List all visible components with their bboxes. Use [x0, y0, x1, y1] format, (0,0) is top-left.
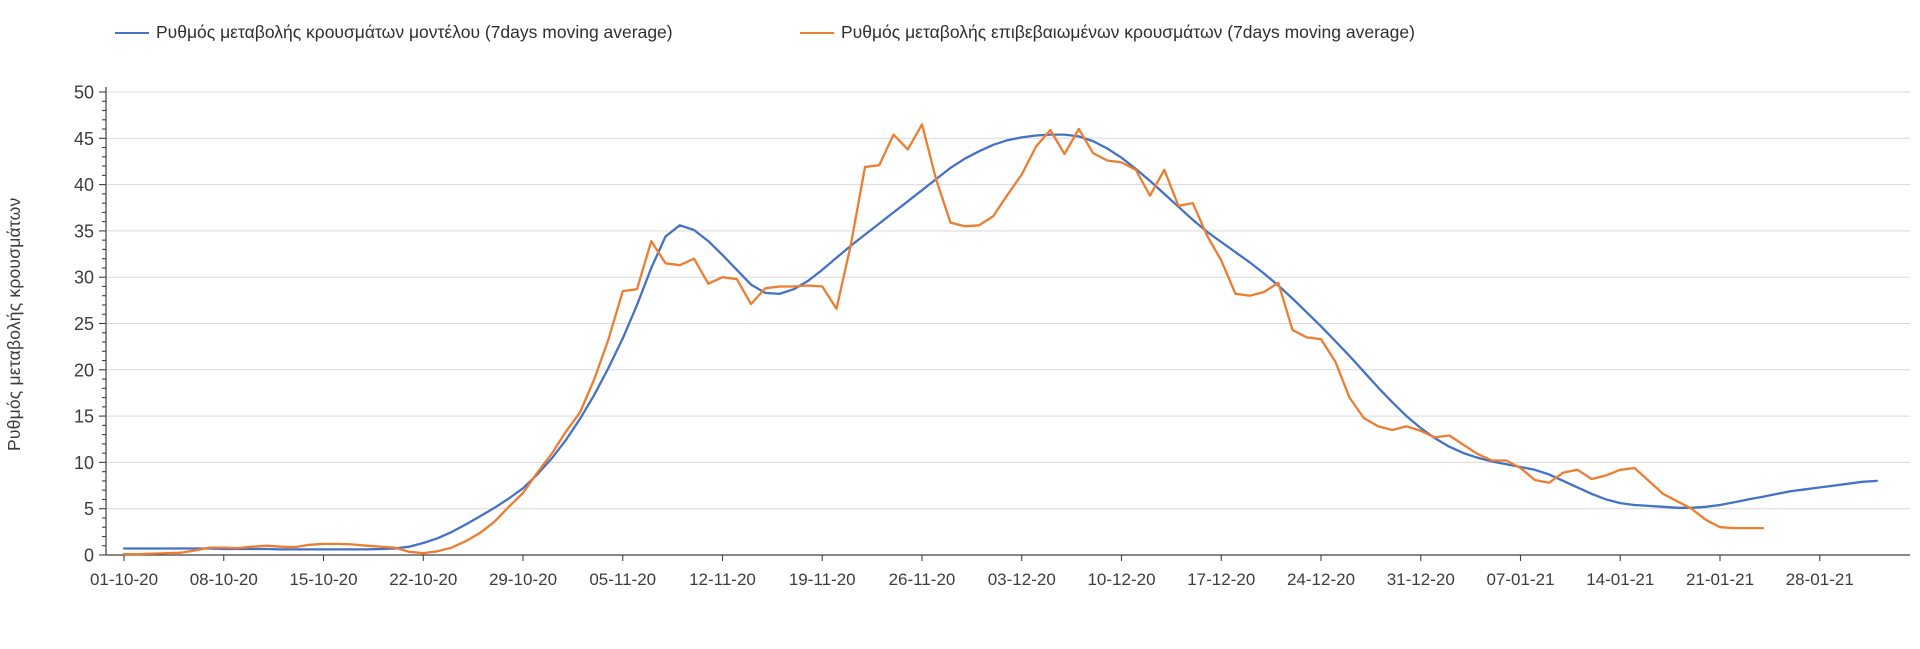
- svg-text:21-01-21: 21-01-21: [1686, 570, 1754, 589]
- svg-text:10-12-20: 10-12-20: [1087, 570, 1155, 589]
- x-axis-labels: 01-10-20 08-10-20 15-10-20 22-10-20 29-10-20…: [90, 570, 1854, 589]
- svg-text:15-10-20: 15-10-20: [289, 570, 357, 589]
- svg-text:30: 30: [74, 268, 94, 288]
- svg-text:01-10-20: 01-10-20: [90, 570, 158, 589]
- y-axis-labels: 0 5 10 15 20 25 30 35 40 45 50: [74, 83, 94, 566]
- svg-text:08-10-20: 08-10-20: [190, 570, 258, 589]
- y-axis-title: Ρυθμός μεταβολής κρουσμάτων: [4, 197, 24, 451]
- legend-label-model: Ρυθμός μεταβολής κρουσμάτων μοντέλου (7d…: [156, 22, 673, 42]
- svg-text:05-11-20: 05-11-20: [589, 570, 656, 589]
- y-axis-ticks: [99, 91, 106, 556]
- axes: [105, 87, 1910, 556]
- svg-text:15: 15: [74, 407, 94, 427]
- svg-text:24-12-20: 24-12-20: [1287, 570, 1355, 589]
- svg-text:50: 50: [74, 83, 94, 103]
- svg-text:22-10-20: 22-10-20: [389, 570, 457, 589]
- x-axis-ticks: [123, 555, 1821, 561]
- svg-text:25: 25: [74, 314, 94, 334]
- svg-text:28-01-21: 28-01-21: [1786, 570, 1854, 589]
- chart-legend: Ρυθμός μεταβολής κρουσμάτων μοντέλου (7d…: [0, 0, 1920, 48]
- svg-text:5: 5: [84, 499, 94, 519]
- svg-text:03-12-20: 03-12-20: [988, 570, 1056, 589]
- series-line-confirmed: [122, 123, 1764, 556]
- svg-text:35: 35: [74, 221, 94, 241]
- legend-label-confirmed: Ρυθμός μεταβολής επιβεβαιωμένων κρουσμάτ…: [841, 22, 1415, 42]
- svg-text:12-11-20: 12-11-20: [689, 570, 756, 589]
- gridlines: [106, 91, 1910, 510]
- svg-text:19-11-20: 19-11-20: [789, 570, 856, 589]
- svg-text:17-12-20: 17-12-20: [1187, 570, 1255, 589]
- svg-text:0: 0: [84, 546, 94, 566]
- svg-text:26-11-20: 26-11-20: [889, 570, 956, 589]
- svg-text:40: 40: [74, 175, 94, 195]
- svg-text:10: 10: [74, 453, 94, 473]
- legend-line-swatch-orange-icon: [800, 31, 834, 34]
- series-line-model: [122, 133, 1878, 551]
- svg-text:45: 45: [74, 129, 94, 149]
- svg-text:20: 20: [74, 360, 94, 380]
- legend-item-model[interactable]: Ρυθμός μεταβολής κρουσμάτων μοντέλου (7d…: [115, 22, 673, 43]
- legend-item-confirmed[interactable]: Ρυθμός μεταβολής επιβεβαιωμένων κρουσμάτ…: [800, 22, 1415, 43]
- svg-text:29-10-20: 29-10-20: [489, 570, 557, 589]
- svg-text:07-01-21: 07-01-21: [1486, 570, 1554, 589]
- legend-line-swatch-blue-icon: [115, 31, 149, 34]
- svg-text:14-01-21: 14-01-21: [1586, 570, 1654, 589]
- svg-text:31-12-20: 31-12-20: [1387, 570, 1455, 589]
